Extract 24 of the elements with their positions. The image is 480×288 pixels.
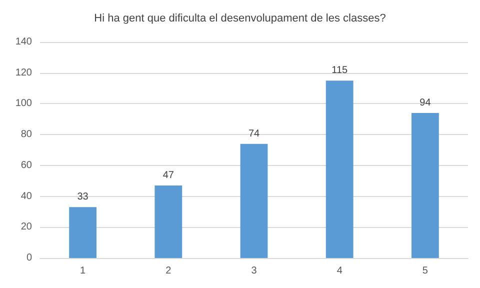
data-label: 74 [248,128,260,140]
x-tick-label: 5 [422,266,428,276]
data-label: 33 [77,192,89,203]
data-label: 94 [420,97,432,108]
x-tick-label: 4 [336,266,343,276]
chart-title: Hi ha gent que dificulta el desenvolupament de les classes? [94,12,386,24]
x-tick-label: 2 [166,266,172,276]
y-tick-label: 60 [20,160,32,171]
y-tick-label: 80 [20,129,32,140]
bar [240,144,268,258]
y-tick-label: 120 [15,67,32,78]
bar [412,112,439,258]
bar [69,207,96,258]
y-tick-label: 40 [20,190,32,202]
y-tick-label: 20 [20,222,32,233]
bar [326,80,354,258]
bar [154,185,182,258]
data-label: 47 [162,170,174,181]
data-label: 115 [332,65,348,76]
y-tick-label: 100 [15,98,32,110]
y-tick-label: 0 [26,252,32,264]
x-tick-label: 1 [80,266,86,276]
y-tick-label: 140 [15,36,32,48]
x-tick-label: 3 [251,266,258,276]
